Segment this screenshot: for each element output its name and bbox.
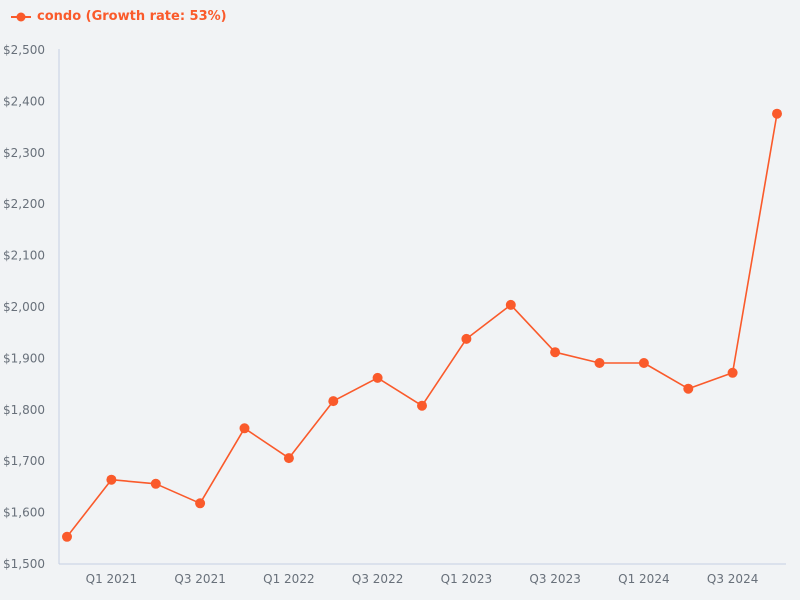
series-line — [66, 113, 778, 538]
y-tick-label: $2,000 — [3, 300, 45, 314]
y-tick-label: $1,800 — [3, 403, 45, 417]
legend[interactable]: condo (Growth rate: 53%) — [11, 9, 227, 25]
legend-line-marker-icon — [11, 12, 31, 22]
x-tick-label: Q3 2023 — [529, 572, 580, 586]
y-tick-label: $1,900 — [3, 351, 45, 365]
data-point[interactable] — [372, 372, 383, 383]
x-tick-label: Q1 2023 — [441, 572, 492, 586]
x-tick-label: Q1 2024 — [618, 572, 669, 586]
data-point[interactable] — [239, 423, 250, 434]
data-point[interactable] — [505, 299, 516, 310]
data-point[interactable] — [550, 347, 561, 358]
data-point[interactable] — [150, 478, 161, 489]
data-point[interactable] — [106, 474, 117, 485]
data-point[interactable] — [683, 383, 694, 394]
y-tick-label: $2,500 — [3, 43, 45, 57]
data-point[interactable] — [283, 453, 294, 464]
x-tick-label: Q3 2021 — [174, 572, 225, 586]
x-tick-label: Q1 2022 — [263, 572, 314, 586]
data-point[interactable] — [638, 358, 649, 368]
data-point[interactable] — [417, 400, 427, 411]
data-point[interactable] — [727, 367, 738, 378]
x-tick-label: Q3 2024 — [707, 572, 758, 586]
x-tick-label: Q3 2022 — [352, 572, 403, 586]
y-tick-label: $1,600 — [3, 506, 45, 520]
data-point[interactable] — [594, 358, 605, 368]
data-point[interactable] — [772, 108, 782, 119]
y-tick-label: $2,200 — [3, 197, 45, 211]
y-tick-label: $1,700 — [3, 454, 45, 468]
data-point[interactable] — [62, 531, 72, 542]
x-tick-label: Q1 2021 — [86, 572, 137, 586]
data-point[interactable] — [328, 396, 339, 407]
legend-label: condo (Growth rate: 53%) — [37, 9, 227, 24]
data-point[interactable] — [195, 498, 206, 509]
data-point[interactable] — [461, 333, 472, 344]
y-tick-label: $2,300 — [3, 146, 45, 160]
y-tick-label: $2,100 — [3, 249, 45, 263]
y-tick-label: $1,500 — [3, 557, 45, 571]
y-tick-label: $2,400 — [3, 94, 45, 108]
